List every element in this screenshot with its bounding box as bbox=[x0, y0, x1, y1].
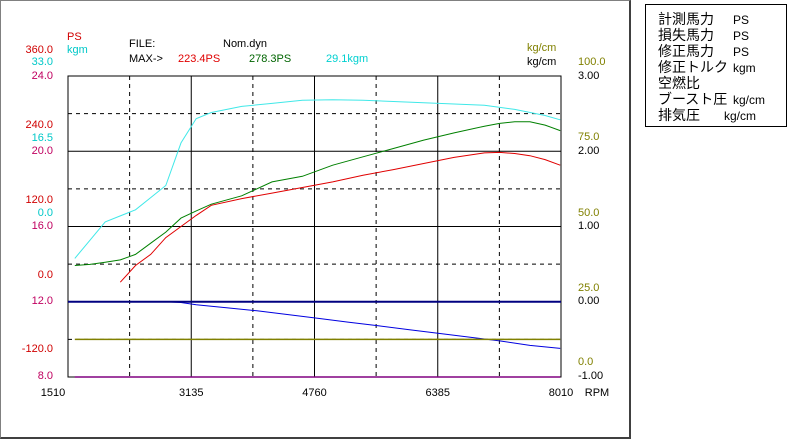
legend-item-unit: PS bbox=[733, 45, 750, 59]
ps-unit-label: PS bbox=[67, 31, 82, 43]
right-axis-afr-label: 75.0 bbox=[578, 131, 599, 143]
legend-item: 計測馬力 PS bbox=[658, 11, 749, 28]
legend-item-unit: PS bbox=[733, 13, 750, 27]
right-axis-afr-label: 100.0 bbox=[578, 56, 606, 68]
left-axis-ps-label: -120.0 bbox=[22, 343, 53, 355]
right-axis-afr-label: 0.0 bbox=[578, 356, 593, 368]
legend-item-name: 排気圧 bbox=[658, 107, 700, 123]
max-label: MAX-> bbox=[129, 53, 163, 65]
kgm-unit-label: kgm bbox=[67, 44, 88, 56]
series-line-0 bbox=[119, 151, 561, 283]
left-axis-ps-label: 0.0 bbox=[38, 269, 53, 281]
right-unit-olive: kg/cm bbox=[527, 42, 556, 54]
left-axis-afr-label: 24.0 bbox=[32, 70, 53, 82]
left-axis-ps-label: 360.0 bbox=[25, 44, 53, 56]
legend-item: 修正トルク kgm bbox=[658, 59, 756, 76]
left-axis-ps-label: 240.0 bbox=[25, 119, 53, 131]
legend-item-unit: kgm bbox=[733, 61, 756, 75]
right-axis-boost-label: 2.00 bbox=[578, 145, 599, 157]
legend-item-name: 修正馬力 bbox=[658, 43, 714, 59]
max-value-2: 29.1kgm bbox=[326, 53, 368, 65]
right-axis-boost-label: 3.00 bbox=[578, 70, 599, 82]
legend-item-name: 計測馬力 bbox=[658, 11, 714, 27]
legend-item-name: 修正トルク bbox=[658, 59, 728, 75]
right-axis-afr-label: 50.0 bbox=[578, 207, 599, 219]
legend-item-unit: kg/cm bbox=[733, 93, 766, 107]
legend-item-name: ブースト圧 bbox=[658, 91, 728, 107]
x-tick-label: 6385 bbox=[426, 387, 450, 399]
legend-item-name: 損失馬力 bbox=[658, 27, 714, 43]
legend-item-unit: PS bbox=[733, 29, 750, 43]
max-value-1: 278.3PS bbox=[249, 53, 291, 65]
left-axis-afr-label: 8.0 bbox=[38, 370, 53, 382]
legend-item: ブースト圧 kg/cm bbox=[658, 91, 765, 108]
x-tick-label: 3135 bbox=[179, 387, 203, 399]
right-axis-afr-label: 25.0 bbox=[578, 282, 599, 294]
file-name: Nom.dyn bbox=[223, 38, 267, 50]
series-line-3 bbox=[74, 301, 561, 349]
left-axis-kgm-label: 16.5 bbox=[32, 132, 53, 144]
left-axis-kgm-label: 33.0 bbox=[32, 56, 53, 68]
legend-item: 修正馬力 PS bbox=[658, 43, 749, 60]
series-line-1 bbox=[74, 121, 561, 266]
right-axis-boost-label: 1.00 bbox=[578, 220, 599, 232]
right-axis-boost-label: 0.00 bbox=[578, 295, 599, 307]
legend-item: 空燃比 bbox=[658, 76, 700, 91]
max-value-0: 223.4PS bbox=[178, 53, 220, 65]
x-axis-unit: RPM bbox=[585, 387, 609, 399]
left-axis-kgm-label: 0.0 bbox=[38, 207, 53, 219]
left-axis-ps-label: 120.0 bbox=[25, 194, 53, 206]
left-axis-afr-label: 16.0 bbox=[32, 220, 53, 232]
legend-item: 排気圧 kg/cm bbox=[658, 107, 756, 124]
file-label: FILE: bbox=[129, 38, 155, 50]
left-axis-afr-label: 20.0 bbox=[32, 145, 53, 157]
series-line-2 bbox=[74, 99, 561, 259]
dyno-chart-window: PS kgm FILE: Nom.dyn MAX-> 223.4PS 278.3PS 29.1… bbox=[0, 0, 631, 439]
left-axis-afr-label: 12.0 bbox=[32, 295, 53, 307]
right-unit-black: kg/cm bbox=[527, 56, 556, 68]
legend-box: 計測馬力 PS 損失馬力 PS 修正馬力 PS 修正トルク kgm 空燃比 ブースト圧 kg/cm 排… bbox=[645, 4, 787, 127]
x-tick-label: 1510 bbox=[41, 387, 65, 399]
x-tick-label: 4760 bbox=[302, 387, 326, 399]
legend-item-unit: kg/cm bbox=[724, 109, 757, 123]
right-axis-boost-label: -1.00 bbox=[578, 370, 603, 382]
x-tick-label: 8010 bbox=[549, 387, 573, 399]
legend-item: 損失馬力 PS bbox=[658, 27, 749, 44]
legend-item-name: 空燃比 bbox=[658, 75, 700, 91]
